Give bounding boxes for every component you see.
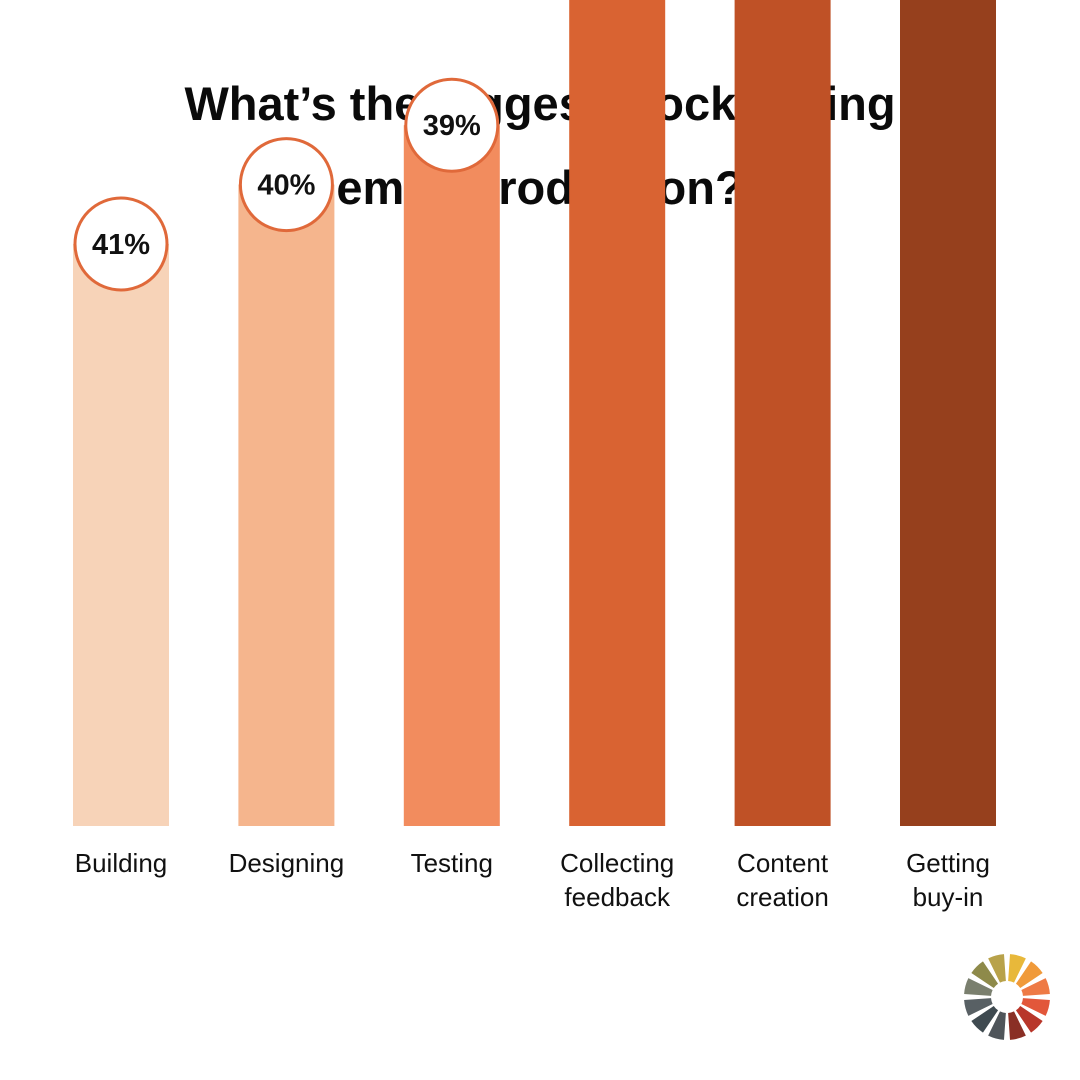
logo-segment-9 [964,978,993,996]
category-label-1: Designing [211,846,361,880]
bar-0 [73,244,169,826]
bar-4 [734,0,831,826]
category-label-5-line-0: Getting [906,848,990,878]
bar-5 [900,0,996,826]
category-label-3-line-0: Collecting [560,848,675,878]
logo-segment-11 [988,954,1006,983]
data-label-0: 41% [92,229,150,261]
category-label-0-line-0: Building [74,848,168,878]
logo-segment-0 [1008,954,1026,983]
category-label-2: Testing [377,846,527,880]
logo-segment-3 [1021,998,1050,1016]
bar-1 [238,184,335,827]
category-label-1-line-0: Designing [228,848,345,878]
data-label-2: 39% [423,110,481,142]
value-marker-0 [73,196,169,292]
logo-segment-6 [988,1011,1006,1040]
color-wheel-logo-icon [964,954,1050,1040]
value-marker-1 [238,137,334,233]
logo-segment-10 [971,961,999,989]
logo-segment-8 [964,998,993,1016]
logo-segment-5 [1008,1011,1026,1040]
category-label-2-line-0: Testing [410,848,493,878]
logo-segment-4 [1015,1005,1043,1033]
category-label-0: Building [46,846,196,880]
category-label-4-line-1: creation [736,882,829,912]
category-label-3-line-1: feedback [564,882,670,912]
logo-segment-7 [971,1005,999,1033]
category-label-5-line-1: buy-in [912,882,984,912]
logo-segment-2 [1021,978,1050,996]
bar-2 [403,125,500,826]
category-label-4-line-0: Content [737,848,829,878]
data-label-1: 40% [257,170,315,202]
category-label-4: Content creation [708,846,858,914]
value-marker-2 [404,77,500,173]
bar-3 [569,0,666,827]
logo-segment-1 [1015,961,1043,989]
category-label-5: Getting buy-in [873,846,1023,914]
category-label-3: Collecting feedback [542,846,692,914]
